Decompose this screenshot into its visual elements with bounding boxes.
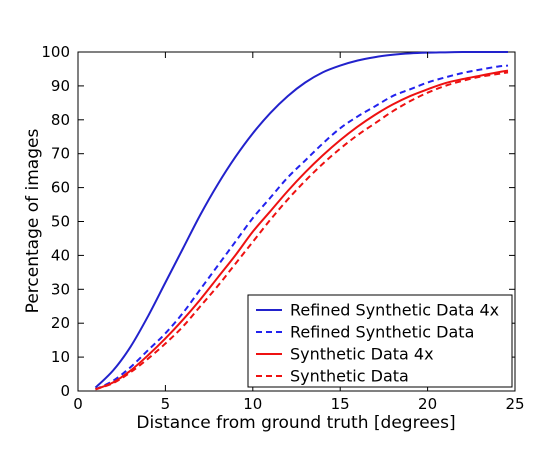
y-axis-label: Percentage of images xyxy=(23,129,43,314)
legend-label-3: Synthetic Data 4x xyxy=(290,345,434,364)
series-lines xyxy=(94,50,509,391)
legend-label-2: Refined Synthetic Data xyxy=(290,323,474,342)
x-tick-label: 10 xyxy=(243,395,262,413)
series-line-2 xyxy=(95,64,509,391)
y-tick-label: 70 xyxy=(51,145,70,163)
y-tick-label: 100 xyxy=(41,43,70,61)
x-axis-label: Distance from ground truth [degrees] xyxy=(136,413,455,433)
y-tick-label: 0 xyxy=(60,382,70,400)
legend: Refined Synthetic Data 4x Refined Synthet… xyxy=(247,294,513,388)
y-tick-label: 40 xyxy=(51,246,70,264)
y-tick-label: 50 xyxy=(51,213,70,231)
series-line-3 xyxy=(95,69,509,391)
legend-label-1: Refined Synthetic Data 4x xyxy=(290,301,499,320)
y-tick-label: 90 xyxy=(51,77,70,95)
y-tick-label: 30 xyxy=(51,280,70,298)
x-tick-label: 15 xyxy=(331,395,350,413)
axis-tick-labels: 0 5 10 15 20 25 0 10 20 30 40 50 60 70 80 90 100 xyxy=(41,43,524,413)
y-tick-label: 80 xyxy=(51,111,70,129)
y-tick-label: 20 xyxy=(51,314,70,332)
series-line-4 xyxy=(95,71,509,391)
y-tick-label: 60 xyxy=(51,179,70,197)
legend-box xyxy=(247,294,513,388)
x-tick-label: 0 xyxy=(73,395,83,413)
x-tick-label: 20 xyxy=(418,395,437,413)
x-tick-label: 5 xyxy=(161,395,171,413)
series-line-1 xyxy=(94,50,509,389)
y-tick-label: 10 xyxy=(51,348,70,366)
legend-label-4: Synthetic Data xyxy=(290,367,409,386)
x-tick-label: 25 xyxy=(505,395,524,413)
